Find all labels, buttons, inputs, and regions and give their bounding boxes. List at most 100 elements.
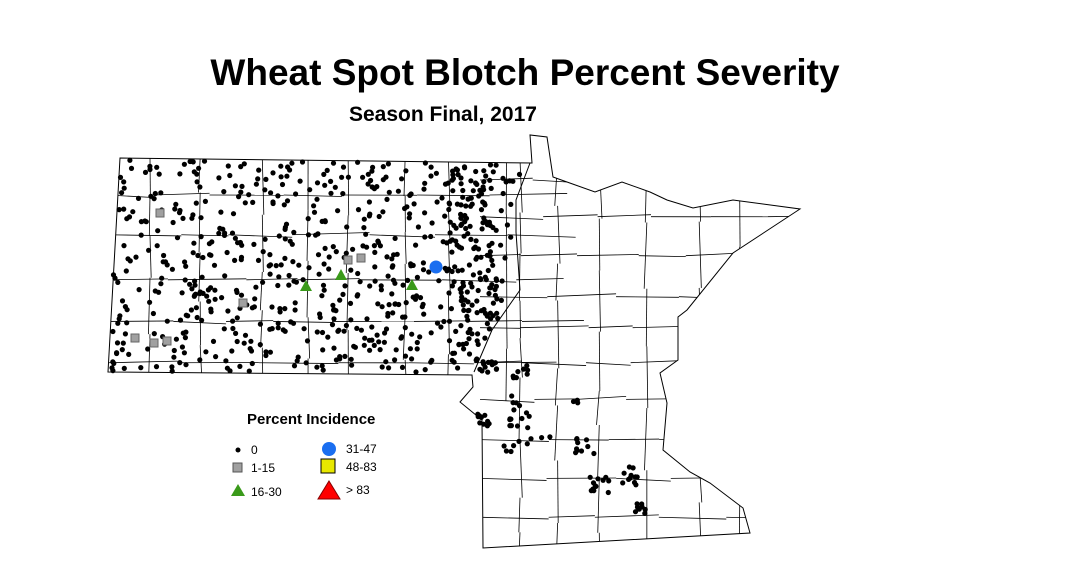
observation-dot	[235, 240, 241, 246]
observation-dot	[500, 175, 506, 181]
observation-dot	[458, 181, 464, 187]
observation-dot	[630, 465, 636, 471]
observation-dot	[372, 249, 378, 255]
observation-dot	[143, 219, 149, 225]
observation-dot	[198, 234, 204, 240]
legend-label-16-30: 16-30	[251, 485, 282, 499]
county-line	[108, 360, 178, 364]
observation-dot	[368, 177, 374, 184]
observation-dot	[364, 316, 370, 322]
observation-dot	[322, 182, 328, 188]
observation-dot	[191, 169, 197, 175]
observation-dot	[326, 266, 332, 272]
observation-dot	[321, 171, 327, 177]
observation-dot	[122, 304, 128, 310]
observation-dot	[340, 164, 347, 170]
observation-dot	[587, 474, 593, 480]
observation-dot	[330, 302, 336, 308]
observation-dot	[238, 292, 245, 298]
county-line	[403, 157, 406, 196]
observation-dot	[386, 365, 392, 371]
observation-dot	[130, 209, 136, 215]
county-line	[408, 362, 474, 365]
county-line	[516, 532, 521, 548]
observation-dot	[222, 273, 228, 279]
observation-dot	[508, 416, 514, 422]
observation-dot	[469, 331, 475, 337]
observation-dot	[177, 317, 184, 323]
observation-dot	[520, 366, 527, 372]
observation-dot	[411, 201, 417, 207]
county-line	[577, 254, 639, 257]
observation-dot	[282, 306, 288, 312]
observation-dot	[319, 329, 326, 336]
observation-dot	[381, 339, 387, 345]
observation-dot	[145, 346, 151, 352]
observation-dot	[407, 346, 413, 352]
county-line	[519, 440, 523, 498]
observation-dot	[413, 242, 419, 248]
observation-dot	[484, 321, 490, 327]
observation-dot	[183, 312, 189, 318]
observation-dot	[169, 364, 175, 370]
observation-dot	[326, 254, 332, 260]
observation-dot	[428, 233, 434, 240]
observation-dot	[422, 367, 428, 373]
observation-dot	[341, 328, 347, 334]
observation-dot	[320, 282, 327, 288]
observation-dot	[287, 167, 293, 173]
county-line	[782, 477, 800, 481]
observation-dot	[109, 365, 115, 371]
observation-dot	[447, 219, 453, 225]
observation-dot	[199, 274, 205, 280]
observation-dot	[456, 342, 462, 348]
county-line	[626, 398, 667, 400]
observation-dot	[158, 190, 164, 196]
observation-dot	[524, 363, 530, 369]
county-line	[557, 205, 561, 264]
observation-dot	[482, 202, 488, 208]
observation-dot	[490, 262, 496, 268]
observation-dot	[444, 268, 450, 274]
observation-dot	[213, 354, 219, 360]
observation-dot	[482, 364, 488, 370]
county-line	[598, 331, 601, 391]
observation-dot	[421, 311, 427, 317]
observation-dot	[510, 373, 516, 379]
observation-dot	[470, 272, 476, 278]
county-line	[598, 218, 601, 271]
observation-dot	[153, 364, 160, 370]
observation-dot	[268, 190, 274, 196]
county-line	[643, 222, 648, 289]
observation-dot	[124, 320, 130, 326]
observation-dot	[114, 350, 120, 356]
observation-dot	[446, 200, 452, 206]
observation-dot	[451, 359, 457, 365]
observation-dot	[241, 340, 247, 346]
observation-dot	[223, 358, 229, 364]
county-line	[413, 320, 466, 322]
observation-dot	[421, 186, 427, 192]
observation-dot	[331, 345, 337, 351]
observation-dot	[296, 262, 302, 268]
observation-dot	[256, 167, 262, 173]
observation-dot	[419, 304, 425, 310]
observation-dot	[465, 317, 471, 323]
observation-dot	[490, 169, 496, 175]
observation-dot	[369, 184, 375, 190]
observation-dot	[481, 179, 487, 185]
observation-dot	[128, 165, 135, 171]
observation-dot	[238, 189, 244, 195]
observation-dot	[335, 208, 341, 214]
observation-dot	[282, 255, 288, 261]
observation-dot	[413, 293, 420, 299]
observation-dot	[446, 318, 453, 324]
observation-dot	[146, 247, 152, 253]
observation-dot	[221, 189, 227, 195]
observation-dot	[343, 322, 349, 329]
observation-dot	[493, 277, 500, 283]
observation-dot	[508, 448, 514, 455]
county-line	[732, 359, 778, 364]
observation-dot	[475, 331, 481, 337]
observation-dot	[407, 192, 413, 198]
